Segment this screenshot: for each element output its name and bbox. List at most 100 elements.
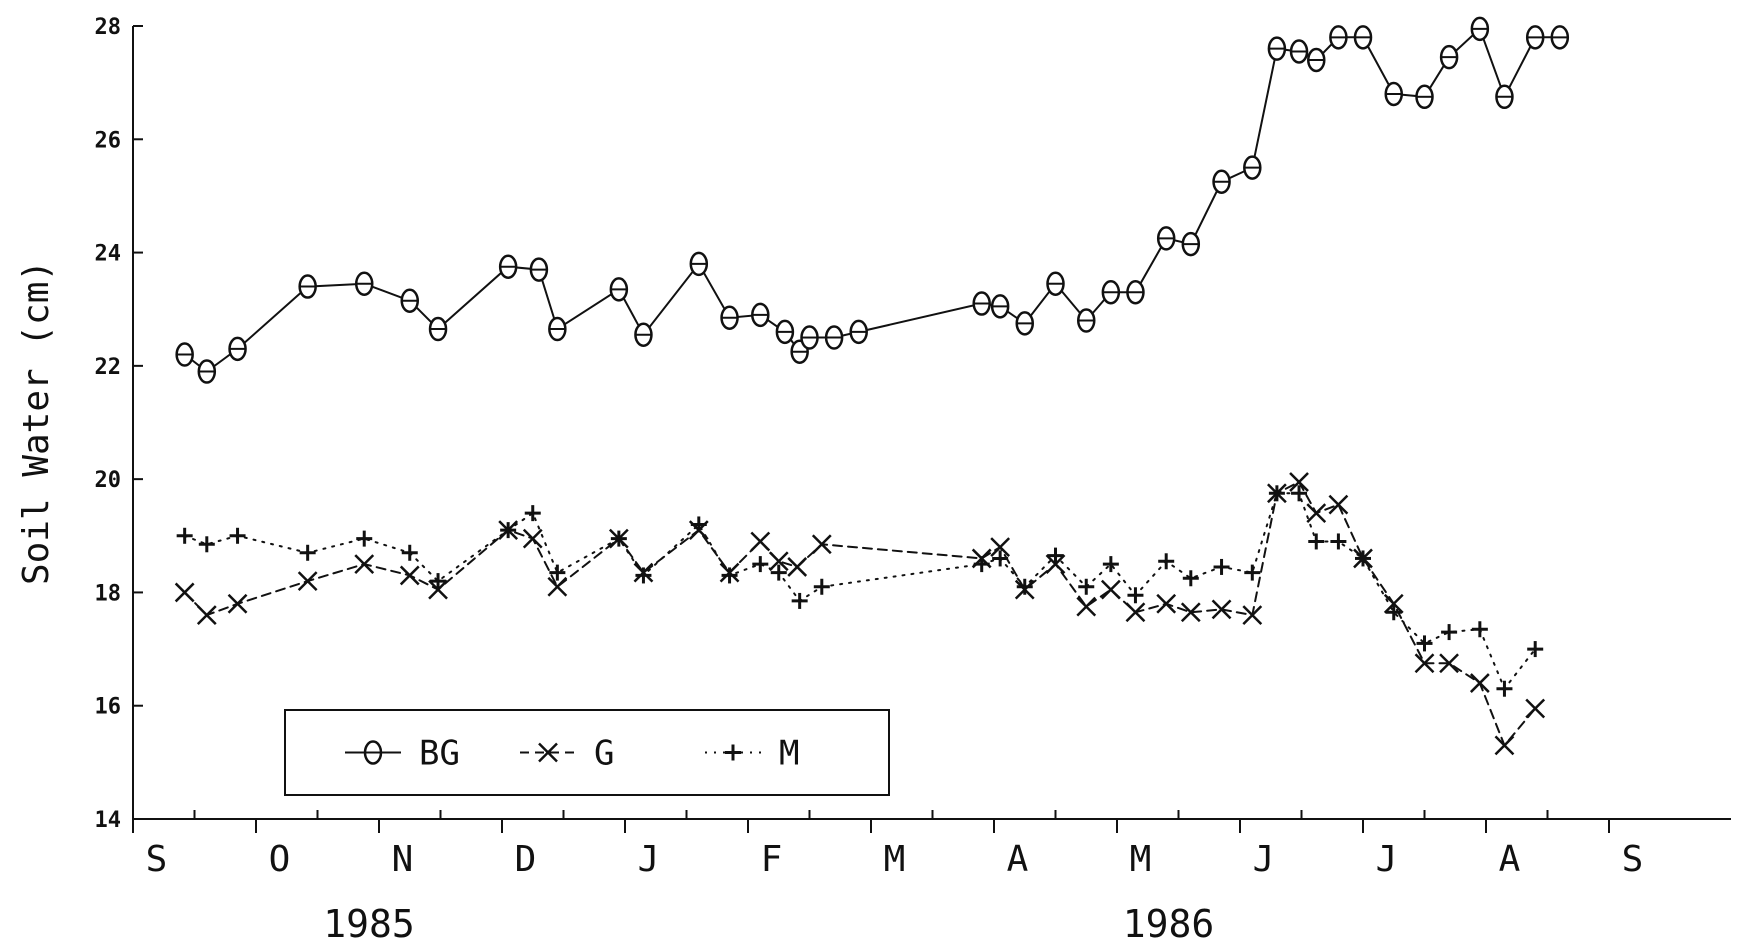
- data-point-m: [1268, 485, 1285, 502]
- data-point-bg: [609, 277, 629, 302]
- data-point-m: [770, 564, 787, 581]
- x-tick-label: A: [1007, 839, 1029, 880]
- data-point-m: [1441, 624, 1458, 641]
- x-tick-label: J: [1253, 839, 1275, 880]
- legend-label: BG: [419, 734, 460, 774]
- data-point-g: [768, 551, 789, 572]
- data-point-g: [1469, 673, 1490, 693]
- data-point-g: [787, 557, 808, 577]
- data-point-m: [500, 522, 517, 539]
- data-point-g: [1156, 593, 1177, 614]
- data-point-g: [547, 576, 568, 597]
- legend: BG G M: [284, 709, 890, 796]
- data-point-m: [690, 516, 707, 533]
- y-tick-label: 24: [95, 242, 122, 267]
- x-tick-label: J: [638, 839, 660, 880]
- data-point-m: [176, 527, 193, 544]
- data-point-bg: [1156, 226, 1176, 251]
- data-point-bg: [990, 294, 1010, 319]
- data-point-m: [430, 573, 447, 590]
- data-point-bg: [1015, 311, 1034, 336]
- data-point-g: [1525, 698, 1546, 719]
- data-point-bg: [1101, 279, 1121, 305]
- data-point-bg: [800, 325, 819, 350]
- data-point-bg: [775, 319, 795, 345]
- data-point-g: [1125, 602, 1146, 623]
- data-point-g: [354, 554, 375, 574]
- data-point-m: [1078, 578, 1095, 595]
- x-tick-label: M: [884, 839, 906, 880]
- data-point-g: [1414, 653, 1435, 674]
- data-point-m: [992, 550, 1009, 567]
- data-point-g: [1383, 593, 1404, 614]
- data-point-bg: [849, 319, 868, 345]
- series-layer: [174, 16, 1570, 756]
- series-line-m: [183, 492, 1537, 691]
- series-line-g: [183, 480, 1537, 748]
- data-point-m: [524, 505, 541, 522]
- data-point-bg: [1384, 81, 1403, 107]
- year-label: 1986: [1123, 902, 1215, 946]
- x-tick-label: J: [1376, 839, 1398, 880]
- data-point-m: [610, 530, 627, 547]
- y-tick-label: 18: [95, 581, 122, 606]
- data-point-bg: [529, 257, 549, 282]
- data-point-g: [1306, 503, 1327, 524]
- data-point-g: [1289, 472, 1309, 492]
- data-point-bg: [751, 302, 770, 328]
- data-point-m: [229, 527, 246, 544]
- data-point-m: [1385, 604, 1402, 621]
- data-point-bg: [1046, 271, 1065, 296]
- y-tick-label: 26: [95, 128, 122, 153]
- data-point-m: [791, 592, 808, 609]
- data-point-m: [1355, 550, 1371, 567]
- data-point-m: [1016, 578, 1033, 595]
- data-point-m: [752, 556, 769, 573]
- data-point-m: [1102, 556, 1119, 573]
- data-point-g: [1180, 602, 1201, 623]
- data-point-bg: [1307, 47, 1326, 73]
- legend-entry-m: M: [705, 734, 799, 774]
- data-point-m: [1527, 641, 1544, 658]
- data-point-m: [813, 578, 830, 595]
- y-axis-label: Soil Water (cm): [16, 260, 57, 585]
- data-point-g: [1242, 605, 1263, 625]
- data-point-bg: [1212, 169, 1231, 195]
- data-point-g: [1045, 554, 1066, 574]
- y-tick-label: 28: [95, 15, 122, 40]
- data-point-g: [1076, 596, 1097, 617]
- data-point-bg: [1267, 36, 1287, 61]
- series-m: [176, 485, 1544, 697]
- x-tick-label: D: [515, 839, 537, 880]
- x-tick-label: F: [761, 839, 783, 880]
- data-point-g: [1494, 735, 1515, 756]
- x-tick-label: S: [146, 839, 168, 880]
- data-point-g: [428, 579, 448, 600]
- data-point-bg: [1329, 25, 1348, 50]
- data-point-bg: [298, 274, 317, 299]
- x-tick-label: O: [269, 839, 291, 880]
- legend-marker: [538, 742, 558, 763]
- data-point-g: [399, 565, 420, 586]
- data-point-bg: [428, 316, 448, 342]
- legend-entry-bg: BG: [345, 734, 460, 774]
- legend-marker: [725, 744, 741, 761]
- data-point-m: [1127, 587, 1144, 604]
- data-point-m: [549, 564, 566, 581]
- series-g: [174, 472, 1546, 756]
- series-line-bg: [183, 27, 1561, 373]
- data-point-bg: [689, 251, 709, 277]
- data-point-m: [1244, 564, 1261, 581]
- data-point-m: [1291, 485, 1308, 502]
- legend-marker: [363, 740, 383, 765]
- data-point-bg: [1470, 16, 1490, 42]
- data-point-bg: [1415, 84, 1434, 110]
- legend-label: G: [594, 734, 614, 774]
- data-point-bg: [824, 325, 844, 350]
- data-point-g: [227, 593, 248, 614]
- data-point-bg: [1126, 279, 1145, 305]
- data-point-bg: [197, 359, 217, 384]
- data-point-m: [1416, 635, 1433, 652]
- data-point-m: [198, 536, 215, 553]
